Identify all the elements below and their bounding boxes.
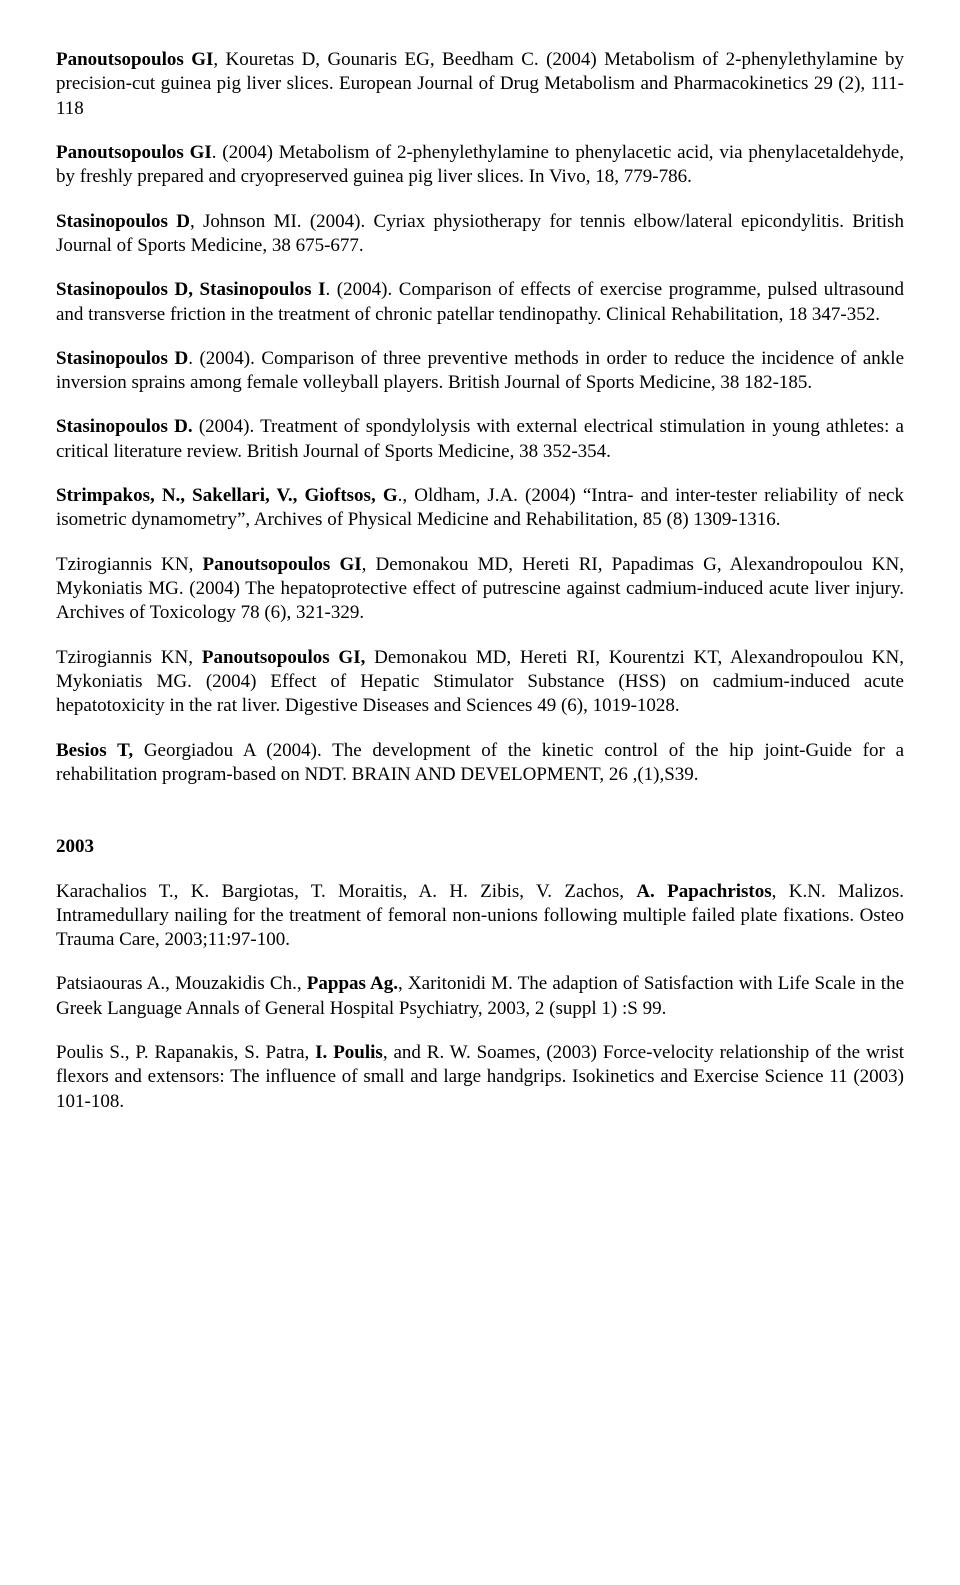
reference-item: Panoutsopoulos GI, Kouretas D, Gounaris … (56, 48, 904, 121)
reference-item: Poulis S., P. Rapanakis, S. Patra, I. Po… (56, 1041, 904, 1114)
reference-item: Karachalios T., K. Bargiotas, T. Moraiti… (56, 880, 904, 953)
reference-item: Stasinopoulos D. (2004). Treatment of sp… (56, 415, 904, 464)
reference-item: Tzirogiannis KN, Panoutsopoulos GI, Demo… (56, 646, 904, 719)
reference-item: Patsiaouras A., Mouzakidis Ch., Pappas A… (56, 972, 904, 1021)
references-2004-section: Panoutsopoulos GI, Kouretas D, Gounaris … (56, 48, 904, 787)
reference-item: Stasinopoulos D. (2004). Comparison of t… (56, 347, 904, 396)
reference-item: Strimpakos, N., Sakellari, V., Gioftsos,… (56, 484, 904, 533)
reference-item: Stasinopoulos D, Stasinopoulos I. (2004)… (56, 278, 904, 327)
reference-item: Panoutsopoulos GI. (2004) Metabolism of … (56, 141, 904, 190)
year-heading: 2003 (56, 835, 904, 859)
reference-item: Stasinopoulos D, Johnson MI. (2004). Cyr… (56, 210, 904, 259)
reference-item: Besios T, Georgiadou A (2004). The devel… (56, 739, 904, 788)
references-2003-section: Karachalios T., K. Bargiotas, T. Moraiti… (56, 880, 904, 1115)
reference-item: Tzirogiannis KN, Panoutsopoulos GI, Demo… (56, 553, 904, 626)
